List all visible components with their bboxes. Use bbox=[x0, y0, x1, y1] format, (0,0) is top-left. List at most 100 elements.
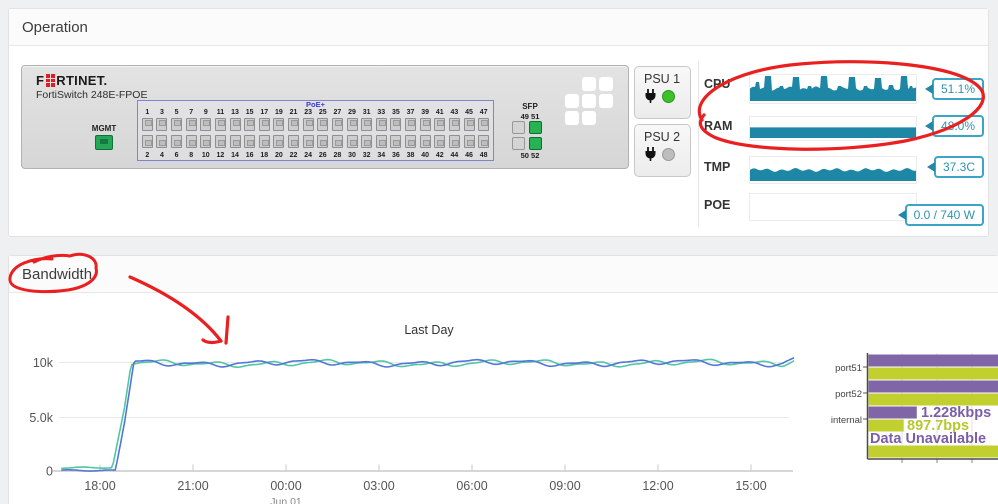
sfp-port-50[interactable] bbox=[512, 137, 525, 150]
mgmt-port[interactable] bbox=[95, 135, 113, 150]
port-29[interactable] bbox=[346, 118, 358, 131]
poe-plus-label: PoE+ bbox=[306, 100, 325, 109]
port-44[interactable] bbox=[448, 135, 460, 148]
port-30[interactable] bbox=[346, 135, 358, 148]
x-tick-label: 21:00 bbox=[177, 479, 208, 493]
port-42[interactable] bbox=[434, 135, 446, 148]
port-12[interactable] bbox=[214, 135, 226, 148]
switch-faceplate: F RTINET. FortiSwitch 248E-FPOE MGMT PoE… bbox=[21, 65, 629, 169]
port-21[interactable] bbox=[288, 118, 300, 131]
bandwidth-panel: Bandwidth Last Day 10k 5.0k 0 18:00 21:00 00:… bbox=[8, 255, 998, 504]
port-number-label: 22 bbox=[289, 152, 298, 159]
port-48[interactable] bbox=[478, 135, 490, 148]
port-1[interactable] bbox=[141, 118, 153, 131]
port-number-label: 12 bbox=[216, 152, 225, 159]
port-40[interactable] bbox=[419, 135, 431, 148]
port-39[interactable] bbox=[419, 118, 431, 131]
tmp-value-badge: 37.3C bbox=[926, 156, 984, 178]
port-number-label: 27 bbox=[333, 109, 342, 116]
port-41[interactable] bbox=[434, 118, 446, 131]
bar-category-label: port51 bbox=[835, 363, 862, 374]
divider bbox=[698, 61, 699, 227]
port-23[interactable] bbox=[302, 118, 314, 131]
port-number-label: 40 bbox=[421, 152, 430, 159]
psu2-status-led bbox=[662, 147, 675, 161]
port-3[interactable] bbox=[156, 118, 168, 131]
psu2-label: PSU 2 bbox=[644, 130, 681, 144]
port-46[interactable] bbox=[463, 135, 475, 148]
port-33[interactable] bbox=[375, 118, 387, 131]
port-number-label: 45 bbox=[465, 109, 473, 116]
fortinet-logo-dots-icon bbox=[45, 74, 55, 87]
port-number-label: 24 bbox=[304, 152, 313, 159]
sfp-port-49[interactable] bbox=[512, 121, 525, 134]
port-19[interactable] bbox=[273, 118, 285, 131]
port-number-label: 46 bbox=[465, 152, 473, 159]
port-47[interactable] bbox=[478, 118, 490, 131]
port-10[interactable] bbox=[200, 135, 212, 148]
x-sub-label: Jun 01 bbox=[270, 496, 302, 504]
port-43[interactable] bbox=[448, 118, 460, 131]
port-9[interactable] bbox=[200, 118, 212, 131]
cpu-usage-sparkline bbox=[749, 74, 917, 104]
port-number-label: 26 bbox=[318, 152, 327, 159]
fortinet-logo: F RTINET. bbox=[36, 73, 107, 88]
port-34[interactable] bbox=[375, 135, 387, 148]
poe-usage-bar bbox=[749, 193, 917, 221]
port-45[interactable] bbox=[463, 118, 475, 131]
port-18[interactable] bbox=[258, 135, 270, 148]
sfp-ports bbox=[512, 121, 542, 150]
port-32[interactable] bbox=[361, 135, 373, 148]
port-35[interactable] bbox=[390, 118, 402, 131]
port-number-label: 18 bbox=[260, 152, 269, 159]
port-16[interactable] bbox=[244, 135, 256, 148]
port-37[interactable] bbox=[405, 118, 417, 131]
sfp-port-52[interactable] bbox=[529, 137, 542, 150]
gauge-label-tmp: TMP bbox=[704, 160, 731, 174]
port-26[interactable] bbox=[317, 135, 329, 148]
port-number-label: 21 bbox=[289, 109, 298, 116]
bandwidth-series-green bbox=[61, 358, 795, 470]
port-11[interactable] bbox=[214, 118, 226, 131]
port-20[interactable] bbox=[273, 135, 285, 148]
port-number-label: 28 bbox=[333, 152, 342, 159]
bar-port52-out bbox=[868, 393, 998, 406]
port-number-label: 9 bbox=[203, 109, 208, 116]
port-4[interactable] bbox=[156, 135, 168, 148]
bar-port51-out bbox=[868, 367, 998, 380]
port-15[interactable] bbox=[244, 118, 256, 131]
port-22[interactable] bbox=[288, 135, 300, 148]
port-14[interactable] bbox=[229, 135, 241, 148]
psu2-button[interactable]: PSU 2 bbox=[634, 124, 691, 177]
port-31[interactable] bbox=[361, 118, 373, 131]
tmp-value: 37.3C bbox=[942, 160, 975, 174]
bandwidth-title: Bandwidth bbox=[22, 265, 93, 283]
port-13[interactable] bbox=[229, 118, 241, 131]
port-36[interactable] bbox=[390, 135, 402, 148]
port-8[interactable] bbox=[185, 135, 197, 148]
port-6[interactable] bbox=[171, 135, 183, 148]
port-7[interactable] bbox=[185, 118, 197, 131]
port-number-label: 16 bbox=[245, 152, 254, 159]
ram-gauge-svg bbox=[750, 127, 916, 138]
sfp-port-51[interactable] bbox=[529, 121, 542, 134]
x-tick-label: 18:00 bbox=[84, 479, 115, 493]
port-2[interactable] bbox=[141, 135, 153, 148]
port-number-label: 20 bbox=[275, 152, 283, 159]
power-plug-icon bbox=[645, 147, 656, 161]
x-tick-label: 03:00 bbox=[363, 479, 394, 493]
port-27[interactable] bbox=[331, 118, 343, 131]
port-17[interactable] bbox=[258, 118, 270, 131]
port-28[interactable] bbox=[331, 135, 343, 148]
psu1-button[interactable]: PSU 1 bbox=[634, 66, 691, 119]
ram-value-badge: 48.0% bbox=[924, 115, 984, 137]
logo-text-f: F bbox=[36, 73, 45, 88]
bandwidth-line-chart: 10k 5.0k 0 18:00 21:00 00:00 03:00 06:00 09:00 12… bbox=[9, 336, 809, 504]
psu1-label: PSU 1 bbox=[644, 72, 681, 86]
port-5[interactable] bbox=[171, 118, 183, 131]
port-25[interactable] bbox=[317, 118, 329, 131]
port-38[interactable] bbox=[405, 135, 417, 148]
port-24[interactable] bbox=[302, 135, 314, 148]
operation-panel: Operation F RTINET. FortiSwitch 248E-FPO… bbox=[8, 8, 989, 237]
port-number-label: 2 bbox=[145, 152, 150, 159]
